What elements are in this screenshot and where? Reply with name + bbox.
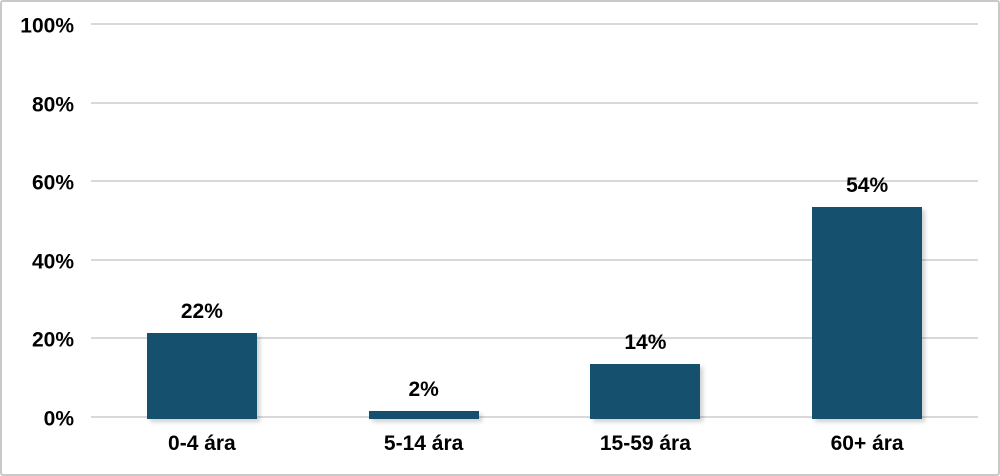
y-tick-label: 60%	[31, 171, 74, 195]
gridline-40%	[91, 258, 978, 261]
gridline-0%	[91, 416, 978, 418]
bar-5-14 ára	[368, 411, 479, 419]
bar-value-label: 2%	[408, 378, 439, 402]
bar-0-4 ára	[146, 332, 257, 419]
gridline-80%	[91, 101, 978, 104]
bar-15-59 ára	[590, 363, 701, 419]
y-tick-label: 100%	[20, 14, 74, 38]
y-tick-label: 0%	[43, 407, 74, 431]
gridline-100%	[91, 23, 978, 25]
x-tick-label: 0-4 ára	[168, 432, 236, 455]
bar-value-label: 22%	[180, 299, 223, 323]
bar-value-label: 14%	[624, 330, 667, 354]
gridline-20%	[91, 337, 978, 340]
y-tick-label: 80%	[31, 93, 74, 117]
plot-area: 22% 2% 14% 54%	[91, 23, 978, 419]
y-tick-label: 40%	[31, 250, 74, 274]
x-tick-label: 5-14 ára	[383, 432, 464, 455]
gridline-60%	[91, 180, 978, 183]
bar-value-label: 54%	[846, 173, 889, 197]
bar-60+ ára	[812, 206, 923, 419]
y-tick-label: 20%	[31, 328, 74, 352]
x-tick-label: 15-59 ára	[599, 432, 691, 455]
x-tick-label: 60+ ára	[830, 432, 904, 455]
